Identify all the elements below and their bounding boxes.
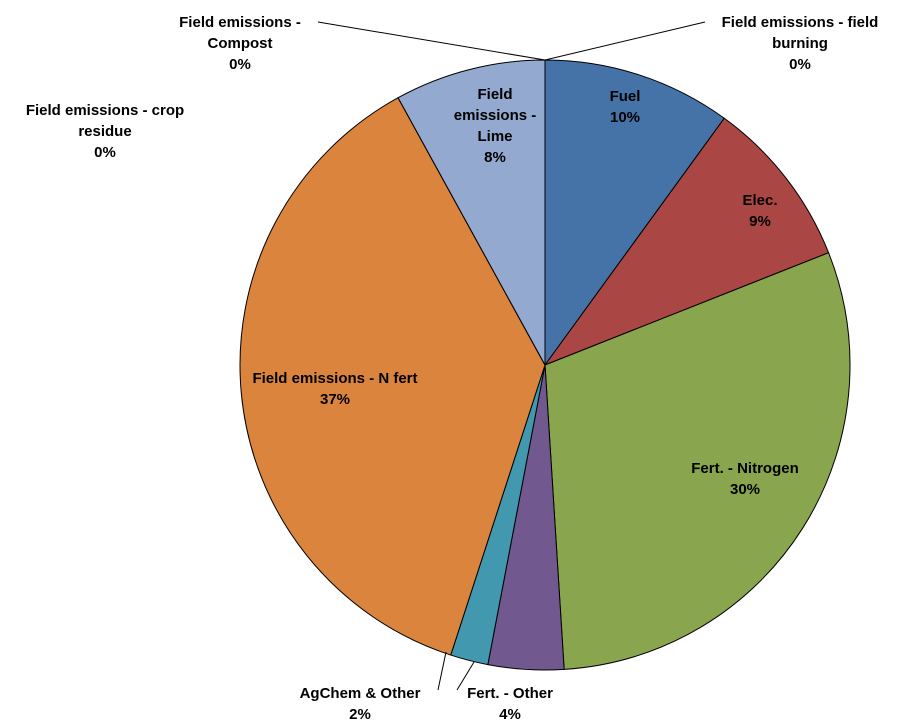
slice-label: Field emissions - crop residue 0% — [5, 100, 205, 163]
value-label: 0% — [229, 56, 251, 73]
category-label: Fuel — [609, 88, 641, 105]
pie-slice — [239, 97, 546, 656]
category-label: Field emissions - Compost — [179, 14, 301, 52]
category-label: Field emissions - Lime — [453, 86, 537, 145]
leader-line — [544, 21, 706, 61]
slice-label: Fert. - Nitrogen 30% — [655, 458, 835, 500]
leader-line — [317, 21, 546, 61]
slice-label: Fuel 10% — [585, 86, 665, 128]
pie-slice — [543, 117, 830, 367]
category-label: Elec. — [742, 192, 778, 209]
pie-slice — [397, 59, 546, 366]
slice-label: Field emissions - N fert 37% — [235, 368, 435, 410]
category-label: AgChem & Other — [299, 685, 421, 702]
value-label: 0% — [789, 56, 811, 73]
value-label: 2% — [349, 706, 371, 723]
pie-slice — [544, 252, 851, 670]
value-label: 8% — [484, 149, 506, 166]
slice-label: Field emissions - Compost 0% — [160, 12, 320, 75]
slices — [239, 59, 851, 671]
slice-label: Elec. 9% — [720, 190, 800, 232]
category-label: Field emissions - N fert — [252, 370, 418, 387]
value-label: 0% — [94, 144, 116, 161]
value-label: 4% — [499, 706, 521, 723]
value-label: 30% — [729, 481, 761, 498]
slice-label: AgChem & Other 2% — [285, 683, 435, 725]
slice-label: Fert. - Other 4% — [450, 683, 570, 725]
slice-label: Field emissions - Lime 8% — [450, 84, 540, 168]
value-label: 10% — [609, 109, 641, 126]
category-label: Fert. - Other — [467, 685, 553, 702]
leader-line — [456, 661, 475, 691]
leader-line — [437, 651, 447, 691]
value-label: 37% — [319, 391, 351, 408]
category-label: Field emissions - crop residue — [25, 102, 185, 140]
slice-label: Field emissions - field burning 0% — [700, 12, 900, 75]
value-label: 9% — [749, 213, 771, 230]
category-label: Field emissions - field burning — [721, 14, 879, 52]
pie-slice — [544, 59, 725, 367]
category-label: Fert. - Nitrogen — [691, 460, 799, 477]
